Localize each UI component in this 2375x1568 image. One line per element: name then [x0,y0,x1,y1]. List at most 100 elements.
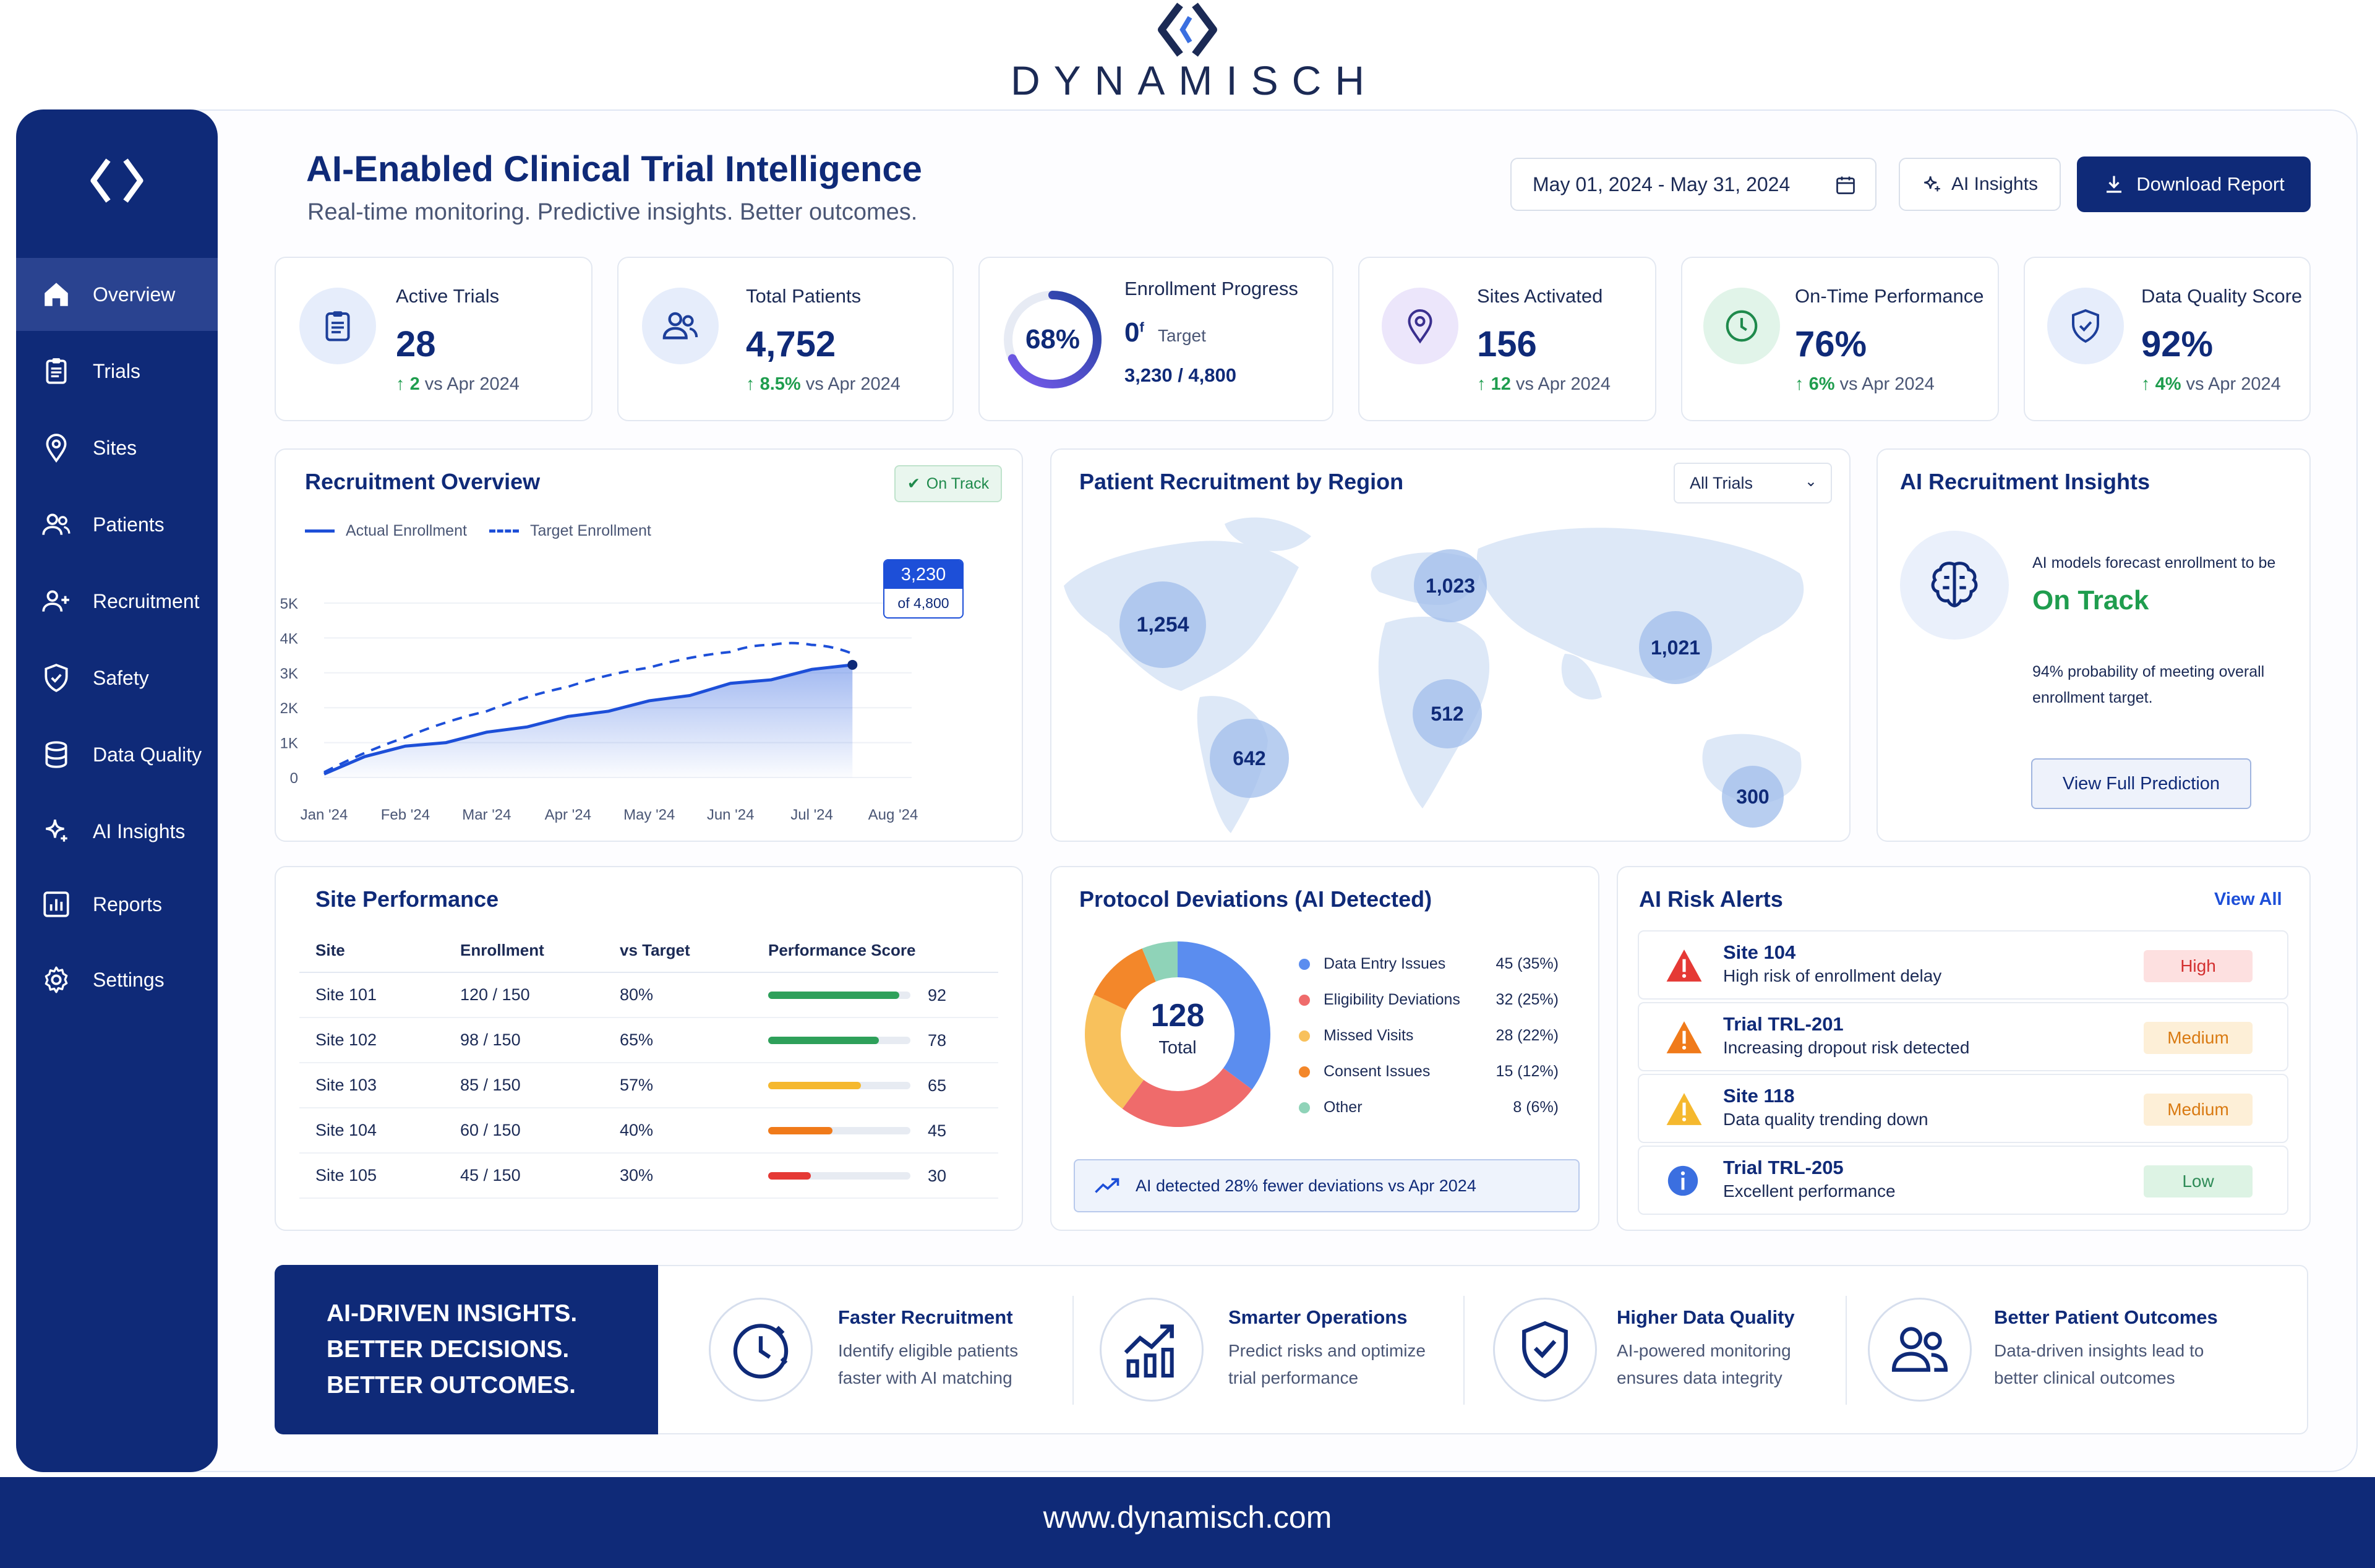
sidebar-item-reports[interactable]: Reports [16,868,218,941]
alert-item[interactable]: Trial TRL-205 Excellent performance Low [1638,1146,2288,1215]
column-header[interactable]: Site [299,929,460,973]
date-range-text: May 01, 2024 - May 31, 2024 [1533,173,1791,195]
column-header[interactable]: Enrollment [460,929,620,973]
sidebar-item-ai-insights[interactable]: AI Insights [16,795,218,868]
benefit-desc: Identify eligible patients faster with AI… [838,1341,1019,1387]
benefit-desc: Data-driven insights lead to better clini… [1994,1341,2204,1387]
region-bubble-asia[interactable]: 1,021 [1639,611,1712,684]
score-cell: 65 [768,1063,998,1108]
sidebar-item-label: Data Quality [93,743,202,766]
sidebar-item-label: Settings [93,968,165,991]
kpi-card-on-time-performance: On-Time Performance 76% ↑ 6% vs Apr 2024 [1681,257,1999,421]
alert-description: High risk of enrollment delay [1723,966,1942,985]
region-bubble-south-america[interactable]: 642 [1210,719,1289,798]
legend-item[interactable]: Missed Visits 28 (22%) [1299,1027,1559,1045]
legend-target: Target Enrollment [529,522,651,539]
table-row[interactable]: Site 104 60 / 150 40% 45 [299,1108,998,1154]
view-full-prediction-button[interactable]: View Full Prediction [2031,758,2251,809]
clock-icon [1703,288,1780,364]
brand-name: DYNAMISCH [1010,58,1379,103]
alert-description: Increasing dropout risk detected [1723,1038,1970,1057]
table-row[interactable]: Site 105 45 / 150 30% 30 [299,1153,998,1199]
sidebar-item-label: Patients [93,513,165,536]
kpi-value: 28 [396,324,436,364]
kpi-delta: ↑ 4% vs Apr 2024 [2141,374,2281,394]
legend-label: Data Entry Issues [1324,955,1446,972]
legend-dot [1299,958,1310,970]
sidebar-item-recruitment[interactable]: Recruitment [16,565,218,638]
alert-item[interactable]: Site 118 Data quality trending down Medium [1638,1074,2288,1143]
kpi-label: Total Patients [746,285,862,307]
enrollment-target-row: 0f Target [1124,317,1206,348]
kpi-delta: ↑ 2 vs Apr 2024 [396,374,520,394]
score-bar-fill [768,1127,832,1135]
date-range-picker[interactable]: May 01, 2024 - May 31, 2024 [1510,158,1876,211]
download-report-button[interactable]: Download Report [2077,156,2311,212]
x-tick-label: Feb '24 [381,807,430,823]
kpi-value: 4,752 [746,324,836,364]
gear-icon [45,966,68,993]
legend-item[interactable]: Eligibility Deviations 32 (25%) [1299,991,1559,1009]
shield-icon [45,664,68,692]
score-value: 65 [928,1076,947,1095]
score-cell: 30 [768,1153,998,1199]
column-header[interactable]: vs Target [620,929,768,973]
y-tick-label: 5K [280,596,298,612]
sidebar-item-data-quality[interactable]: Data Quality [16,718,218,791]
x-tick-label: Jun '24 [707,807,755,823]
sidebar-item-label: Trials [93,359,141,382]
map-pin-icon [1382,288,1458,364]
sidebar-item-overview[interactable]: Overview [16,258,218,331]
kpi-value: 156 [1477,324,1537,364]
table-row[interactable]: Site 101 120 / 150 80% 92 [299,972,998,1018]
sidebar-item-safety[interactable]: Safety [16,641,218,714]
sidebar-item-settings[interactable]: Settings [16,943,218,1016]
alert-item[interactable]: Trial TRL-201 Increasing dropout risk det… [1638,1002,2288,1071]
kpi-card-enrollment-progress: 68% Enrollment Progress 0f Target 3,230 … [978,257,1333,421]
sidebar-item-patients[interactable]: Patients [16,488,218,561]
sidebar: Overview Trials Sites Patients Recruitme… [16,109,218,1472]
region-bubble-africa[interactable]: 512 [1413,679,1482,748]
up-arrow-icon: ↑ [1477,374,1486,394]
legend-item[interactable]: Consent Issues 15 (12%) [1299,1063,1559,1081]
benefit-title: Better Patient Outcomes [1994,1306,2218,1328]
benefit-title: Faster Recruitment [838,1306,1013,1328]
column-header[interactable]: Performance Score [768,929,998,973]
legend-dot [1299,1102,1310,1113]
region-bubble-north-america[interactable]: 1,254 [1119,581,1206,668]
banner-headline: AI-DRIVEN INSIGHTS. BETTER DECISIONS. BE… [275,1265,658,1434]
benefit-desc: Predict risks and optimize trial performa… [1228,1341,1426,1387]
alert-description: Data quality trending down [1723,1110,1928,1129]
x-tick-label: Mar '24 [462,807,511,823]
score-bar-fill [768,1082,861,1090]
trend-up-icon [1095,1178,1119,1193]
callout-sub: of 4,800 [897,595,949,611]
sidebar-item-trials[interactable]: Trials [16,335,218,408]
view-all-link[interactable]: View All [2214,889,2282,909]
sidebar-item-sites[interactable]: Sites [16,411,218,484]
map-pin-icon [46,434,67,463]
vs-target-cell: 40% [620,1108,768,1154]
footer-url[interactable]: www.dynamisch.com [0,1477,2375,1568]
recruitment-title: Recruitment Overview [305,469,541,494]
region-bubble-europe[interactable]: 1,023 [1414,549,1487,622]
legend-label: Other [1324,1099,1363,1116]
table-row[interactable]: Site 102 98 / 150 65% 78 [299,1017,998,1063]
up-arrow-icon: ↑ [2141,374,2150,394]
site-cell: Site 102 [299,1017,460,1063]
benefit-title: Higher Data Quality [1617,1306,1795,1328]
on-track-badge: ✔ On Track [894,465,1002,502]
legend-item[interactable]: Data Entry Issues 45 (35%) [1299,955,1559,973]
calendar-icon [1836,176,1855,194]
score-bar [768,1082,910,1090]
table-row[interactable]: Site 103 85 / 150 57% 65 [299,1063,998,1108]
enrollment-callout: 3,230 of 4,800 [883,559,964,619]
divider [1846,1296,1847,1405]
region-filter-select[interactable]: All Trials ⌄ [1674,463,1832,503]
ai-insights-button[interactable]: AI Insights [1899,158,2061,211]
alert-item[interactable]: Site 104 High risk of enrollment delay Hig… [1638,930,2288,1000]
chart-legend: Actual Enrollment Target Enrollment [305,522,651,540]
enrollment-percent: 68% [1025,324,1080,354]
legend-item[interactable]: Other 8 (6%) [1299,1099,1559,1116]
region-bubble-oceania[interactable]: 300 [1722,766,1784,828]
